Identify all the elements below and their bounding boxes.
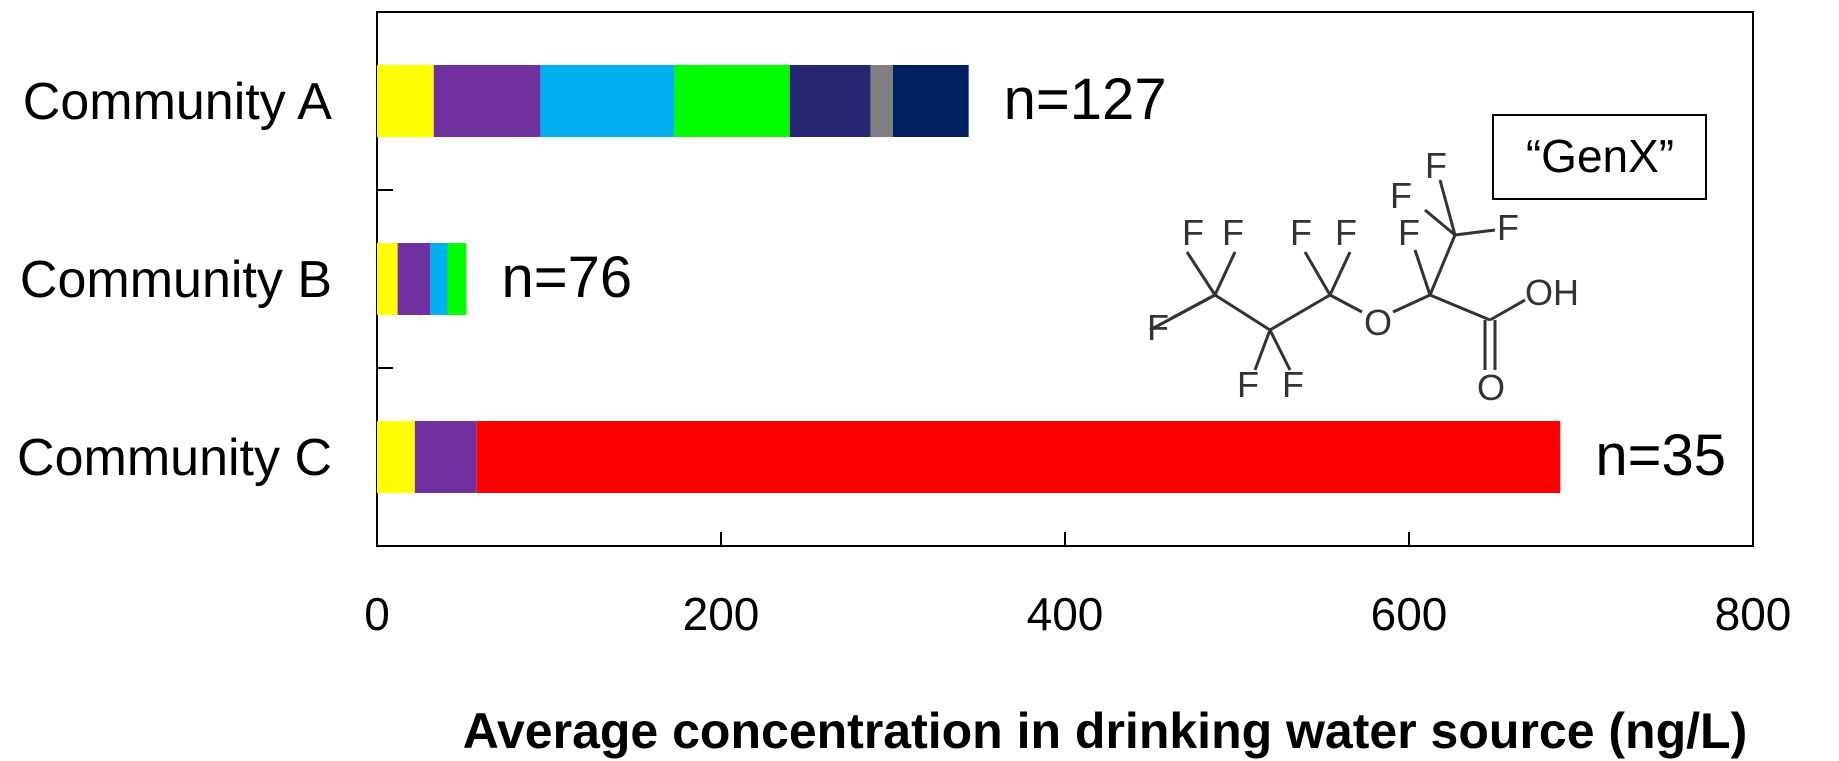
- x-tick-label: 800: [1715, 588, 1792, 640]
- x-tick-label: 400: [1027, 588, 1104, 640]
- bar-segment: [377, 421, 415, 493]
- category-label: Community B: [20, 251, 332, 309]
- sample-size-label: n=76: [501, 245, 632, 310]
- bar-segment: [476, 421, 1561, 493]
- labels-group: Community A n=127 Community B n=76 Community…: [17, 67, 1791, 640]
- bar-segment: [870, 65, 893, 137]
- bar-segment: [789, 65, 871, 137]
- atom-f: F: [1290, 212, 1312, 253]
- category-label: Community A: [23, 73, 333, 131]
- genx-molecule-structure: [1149, 179, 1526, 371]
- atom-f: F: [1182, 212, 1204, 253]
- bar-segment: [377, 65, 434, 137]
- bars-group: [377, 65, 1561, 493]
- x-tick-label: 200: [683, 588, 760, 640]
- bar-segment: [540, 65, 675, 137]
- atom-f: F: [1147, 307, 1169, 348]
- bar-segment: [893, 65, 969, 137]
- ticks-group: [377, 189, 1410, 546]
- genx-molecule-atoms: F F F F F F F O F F F F OH O: [1147, 145, 1579, 408]
- atom-oh: OH: [1525, 272, 1579, 313]
- bar-segment: [674, 65, 790, 137]
- bar-segment: [397, 243, 431, 315]
- atom-f: F: [1237, 364, 1259, 405]
- sample-size-label: n=127: [1004, 67, 1167, 132]
- atom-f: F: [1425, 145, 1447, 186]
- genx-box: [1492, 114, 1707, 200]
- atom-f: F: [1398, 212, 1420, 253]
- x-axis-label: Average concentration in drinking water …: [463, 703, 1747, 759]
- bar-segment: [447, 243, 467, 315]
- bar-segment: [414, 421, 477, 493]
- atom-f: F: [1390, 175, 1412, 216]
- x-tick-label: 0: [364, 588, 390, 640]
- bar-segment: [433, 65, 541, 137]
- bar-segment: [430, 243, 448, 315]
- category-label: Community C: [17, 429, 332, 487]
- atom-f: F: [1222, 212, 1244, 253]
- atom-o: O: [1364, 302, 1392, 343]
- bar-segment: [377, 243, 398, 315]
- x-tick-label: 600: [1371, 588, 1448, 640]
- genx-label: “GenX”: [1526, 130, 1674, 182]
- atom-o: O: [1477, 367, 1505, 408]
- atom-f: F: [1335, 212, 1357, 253]
- atom-f: F: [1497, 207, 1519, 248]
- atom-f: F: [1282, 364, 1304, 405]
- sample-size-label: n=35: [1595, 423, 1726, 488]
